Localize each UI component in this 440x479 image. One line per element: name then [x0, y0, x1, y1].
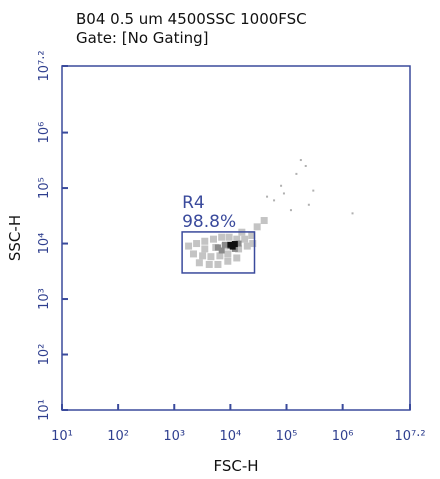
event-point	[233, 235, 241, 243]
event-point	[205, 260, 213, 268]
plot-frame	[61, 65, 411, 411]
event-point	[214, 244, 221, 251]
event-point	[221, 241, 228, 248]
event-point	[235, 245, 243, 253]
event-point	[207, 253, 215, 261]
gate-name: R4	[182, 193, 205, 213]
event-point	[225, 233, 233, 241]
event-point	[199, 252, 207, 260]
y-axis-label: SSC-H	[6, 215, 24, 261]
event-point	[249, 240, 257, 248]
event-point	[282, 192, 285, 195]
event-point	[235, 240, 242, 247]
event-point	[248, 231, 256, 239]
y-tick-label: 10⁷·²	[37, 50, 52, 81]
event-point	[289, 209, 292, 212]
event-point	[233, 254, 241, 262]
y-tick-label: 10⁶	[37, 122, 52, 144]
event-point	[260, 217, 268, 225]
event-point	[216, 252, 224, 260]
event-point	[243, 242, 251, 250]
gate-percent: 98.8%	[182, 212, 236, 232]
x-tick-label: 10⁶	[332, 429, 354, 444]
event-point	[218, 233, 226, 241]
event-point	[273, 199, 276, 202]
event-point	[185, 242, 193, 250]
x-tick-label: 10³	[163, 429, 185, 444]
event-point	[229, 243, 236, 250]
y-tick-label: 10¹	[37, 399, 52, 421]
event-point	[209, 235, 217, 243]
event-point	[218, 247, 225, 254]
event-point	[195, 259, 203, 267]
event-point	[214, 260, 222, 268]
gate-region	[181, 231, 256, 274]
y-tick-label: 10⁴	[37, 233, 52, 255]
x-tick-label: 10⁷·²	[394, 429, 425, 444]
x-tick-label: 10⁴	[220, 429, 242, 444]
y-tick-label: 10³	[37, 288, 52, 310]
event-point	[253, 223, 261, 231]
event-point	[304, 164, 307, 167]
x-tick-label: 10²	[107, 429, 129, 444]
event-point	[201, 245, 209, 253]
y-tick-label: 10⁵	[37, 177, 52, 199]
event-point	[351, 212, 354, 215]
x-axis-label: FSC-H	[213, 457, 258, 475]
x-tick-label: 10¹	[51, 429, 73, 444]
event-point	[241, 235, 249, 243]
event-point	[266, 195, 269, 198]
event-point	[201, 237, 209, 245]
y-tick-label: 10²	[37, 344, 52, 366]
event-point	[312, 189, 315, 192]
chart-subtitle: Gate: [No Gating]	[76, 29, 209, 47]
event-point	[224, 257, 232, 265]
event-point	[295, 172, 298, 175]
event-point	[307, 203, 310, 206]
x-tick-label: 10⁵	[276, 429, 298, 444]
event-point	[189, 250, 197, 258]
event-point	[193, 240, 201, 248]
event-point	[299, 159, 302, 162]
chart-title: B04 0.5 um 4500SSC 1000FSC	[76, 10, 307, 28]
event-point	[224, 250, 232, 258]
event-point	[280, 184, 283, 187]
